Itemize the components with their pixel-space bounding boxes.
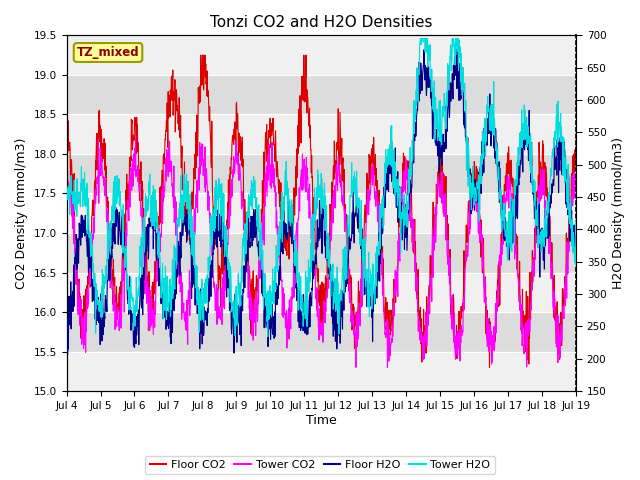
Bar — [67, 351, 576, 391]
Bar — [67, 193, 576, 233]
Bar — [67, 312, 576, 351]
X-axis label: Time: Time — [306, 414, 337, 427]
Text: TZ_mixed: TZ_mixed — [77, 46, 140, 59]
Bar — [67, 273, 576, 312]
Y-axis label: CO2 Density (mmol/m3): CO2 Density (mmol/m3) — [15, 138, 28, 289]
Bar — [67, 233, 576, 273]
Bar — [67, 36, 576, 75]
Bar — [67, 75, 576, 114]
Legend: Floor CO2, Tower CO2, Floor H2O, Tower H2O: Floor CO2, Tower CO2, Floor H2O, Tower H… — [145, 456, 495, 474]
Title: Tonzi CO2 and H2O Densities: Tonzi CO2 and H2O Densities — [210, 15, 433, 30]
Bar — [67, 154, 576, 193]
Bar — [67, 114, 576, 154]
Y-axis label: H2O Density (mmol/m3): H2O Density (mmol/m3) — [612, 137, 625, 289]
